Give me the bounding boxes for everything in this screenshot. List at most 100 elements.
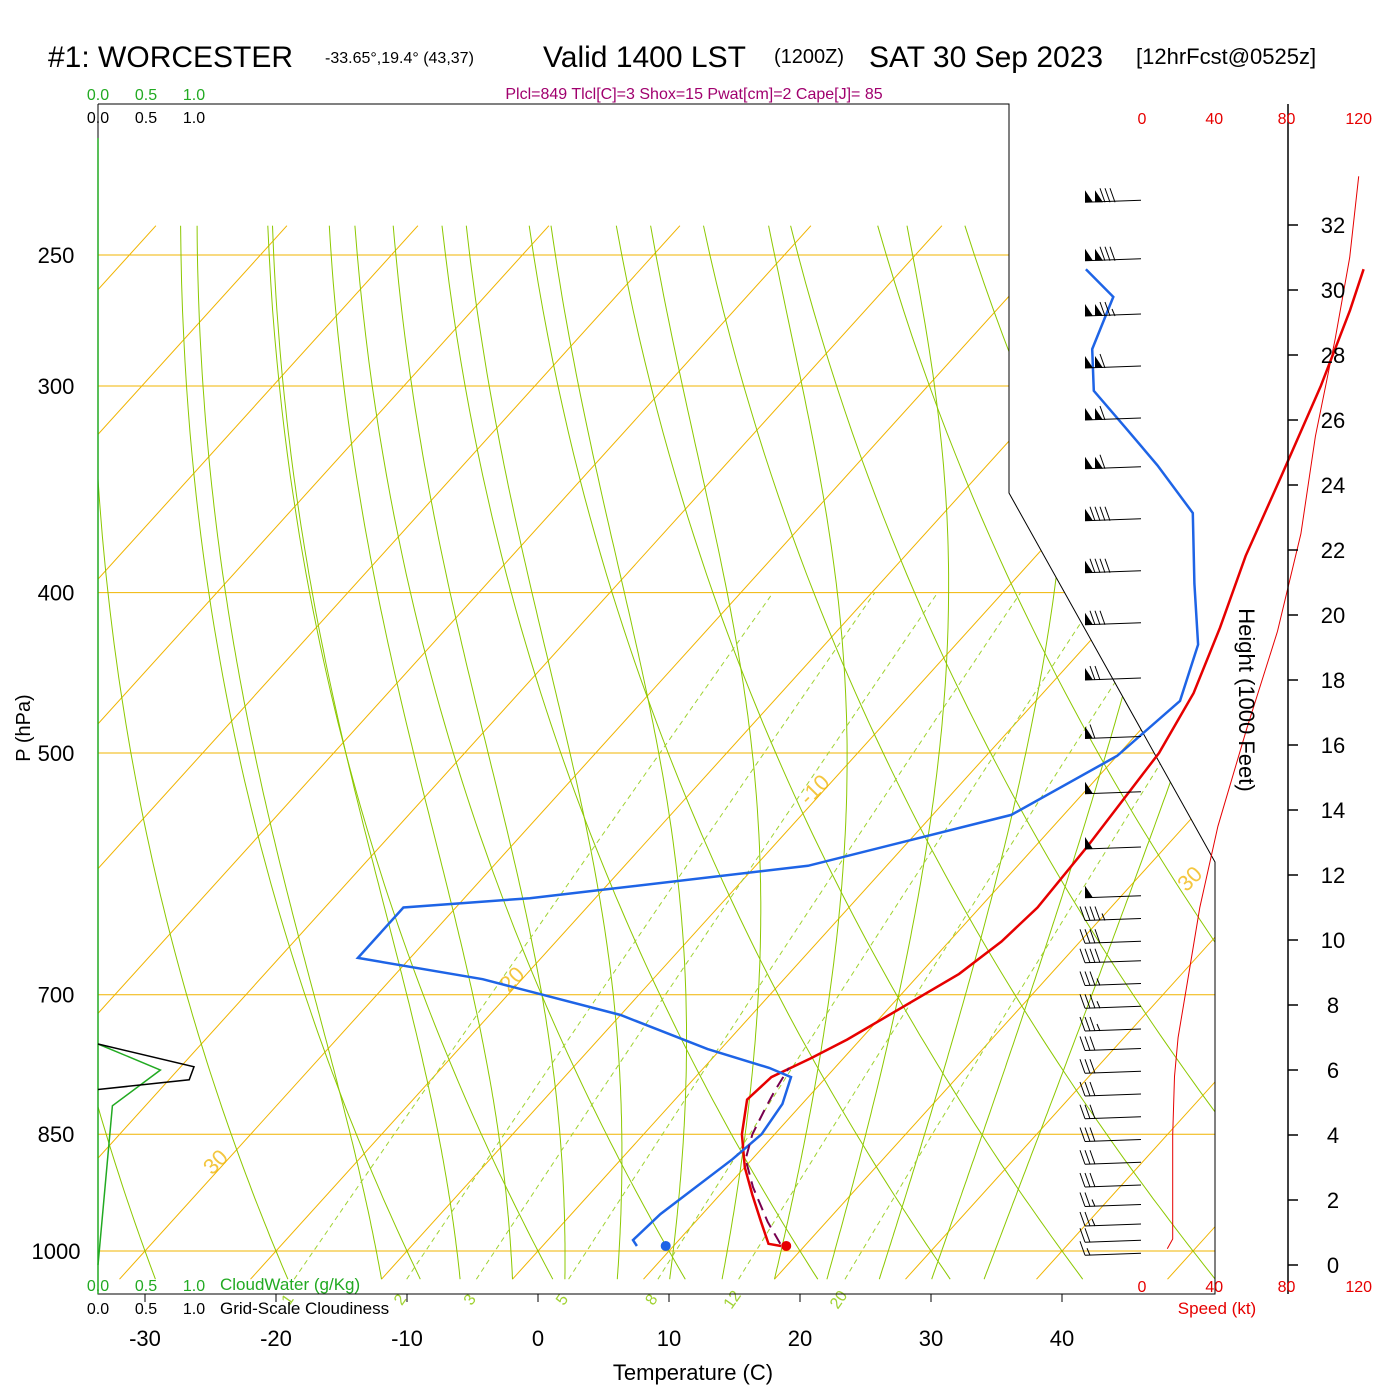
wind-barb-feather [1109,188,1116,203]
wind-barb [1084,301,1142,317]
wind-barb-feather [1099,188,1106,203]
wind-barb-pennant [1085,408,1093,420]
wind-barb-staff [1084,895,1142,899]
isotherm-labels: 0 10 20 30 10 0 -10 20 30 [198,287,1207,1179]
wind-barb-feather [1079,1036,1086,1051]
wind-barb-feather [1079,1241,1086,1256]
wind-barb [1084,506,1142,522]
mixing-ratio-line-3 [475,592,939,1280]
wind-barb [1084,353,1142,369]
speed-tick-top-2: 80 [1278,111,1296,128]
cloudiness-tick-bottom-0: 0.0 [87,1301,109,1318]
isotherm--50 [98,225,812,1280]
dry-adiabat-20 [441,225,819,1280]
wind-barb-staff [1084,1139,1142,1142]
wind-barb-feather [1099,246,1106,261]
wind-barb-staff [1084,1223,1142,1227]
isotherm-label-10: 10 [1172,287,1207,322]
isotherm-label-30: 30 [1172,861,1207,896]
wind-barb-pennant [1085,781,1093,794]
height-tick-label-12: 12 [1321,863,1345,888]
height-tick-label-0: 0 [1327,1253,1339,1278]
wind-barb-feather [1084,1211,1091,1227]
pressure-tick-label-850: 850 [38,1122,75,1147]
wind-barb [1084,610,1142,626]
wind-barb-feather [1084,1228,1091,1243]
wind-barb-pennant [1085,248,1093,261]
speed-tick-top-0: 0 [1138,111,1147,128]
height-tick-label-24: 24 [1321,473,1345,498]
mixing-ratio-label-12: 12 [721,1288,745,1312]
title-group: #1: WORCESTER -33.65°,19.4° (43,37) Vali… [48,41,1316,103]
dry-adiabat-70 [877,225,1215,1280]
wind-barb-staff [1084,518,1142,522]
station-coords: -33.65°,19.4° (43,37) [325,50,474,67]
height-tick-label-8: 8 [1327,993,1339,1018]
wind-barb-pennant [1095,356,1103,368]
wind-barb [1079,948,1142,964]
wind-barb-feather [1099,558,1106,573]
cloudiness-profile [97,1043,195,1091]
wind-barb [1084,837,1142,850]
x-axis-label: Temperature (C) [613,1360,773,1385]
height-tick-label-20: 20 [1321,603,1345,628]
isotherm-60 [1298,226,1400,1280]
wind-barb-feather [1099,610,1106,625]
speed-profile [1166,176,1360,1250]
pressure-tick-label-700: 700 [38,983,75,1008]
wind-barb-staff [1084,313,1142,317]
wind-barb-feather [1079,971,1086,986]
wind-barb-feather [1089,1104,1096,1119]
speed-tick-bottom-0: 0 [1138,1279,1147,1296]
speed-tick-bottom-1: 40 [1205,1279,1223,1296]
x-tick-label-30: 30 [919,1326,943,1351]
wind-barb-feather [1084,906,1091,921]
wind-barb-feather [1094,906,1101,921]
wind-barb [1084,885,1142,899]
wind-barb-pennant [1085,356,1093,368]
chart-title: #1: WORCESTER [48,41,293,74]
isotherm--30 [119,225,1074,1280]
wind-barb-feather [1084,1059,1091,1074]
wind-barb [1079,1059,1142,1074]
wind-barb-feather [1089,610,1096,625]
cloudiness-tick-bottom-2: 1.0 [183,1301,205,1318]
cloudiness-tick-top-2: 1.0 [183,110,205,127]
wind-barb-feather [1084,1150,1091,1165]
isotherm-label-0: 0 [1132,556,1158,582]
dry-adiabat-60 [790,225,1215,1280]
isotherms [98,225,1400,1280]
wind-barb-feather [1089,971,1096,986]
height-tick-label-32: 32 [1321,213,1345,238]
wind-barb-staff [1084,1161,1142,1165]
cloudiness-tick-bottom-1: 0.5 [135,1301,157,1318]
wind-barb-feather [1084,994,1091,1009]
wind-barb-staff [1084,1093,1142,1097]
wind-barb-staff [1084,918,1142,921]
wind-barb [1079,1104,1142,1120]
wind-barb-staff [1084,846,1142,850]
wind-barb-feather [1099,405,1106,421]
cloud-water-tick-bottom-1: 0.5 [135,1278,157,1295]
wind-barb [1079,1036,1142,1051]
wind-barb-pennant [1085,560,1093,573]
wind-barbs [1079,188,1142,1256]
pressure-axis-ticks: 250 300 400 500 700 850 1000 [32,243,81,1264]
valid-time: Valid 1400 LST [543,41,746,74]
wind-barb-feather [1079,929,1086,944]
mixing-ratio-line-12 [738,592,1174,1280]
isotherm-label-20: 20 [1172,730,1207,765]
mixing-ratio-line-1 [293,592,774,1280]
wind-barb-feather [1099,301,1106,317]
dry-adiabat-0 [267,225,554,1280]
cloud-profile-group [97,1043,195,1266]
wind-barb-half-feather [1096,1001,1101,1009]
isotherm-20 [774,225,1215,1280]
height-tick-label-16: 16 [1321,733,1345,758]
pressure-tick-label-250: 250 [38,243,75,268]
wind-barb [1084,246,1142,262]
height-tick-label-28: 28 [1321,343,1345,368]
wind-barb-half-feather [1091,1199,1096,1207]
